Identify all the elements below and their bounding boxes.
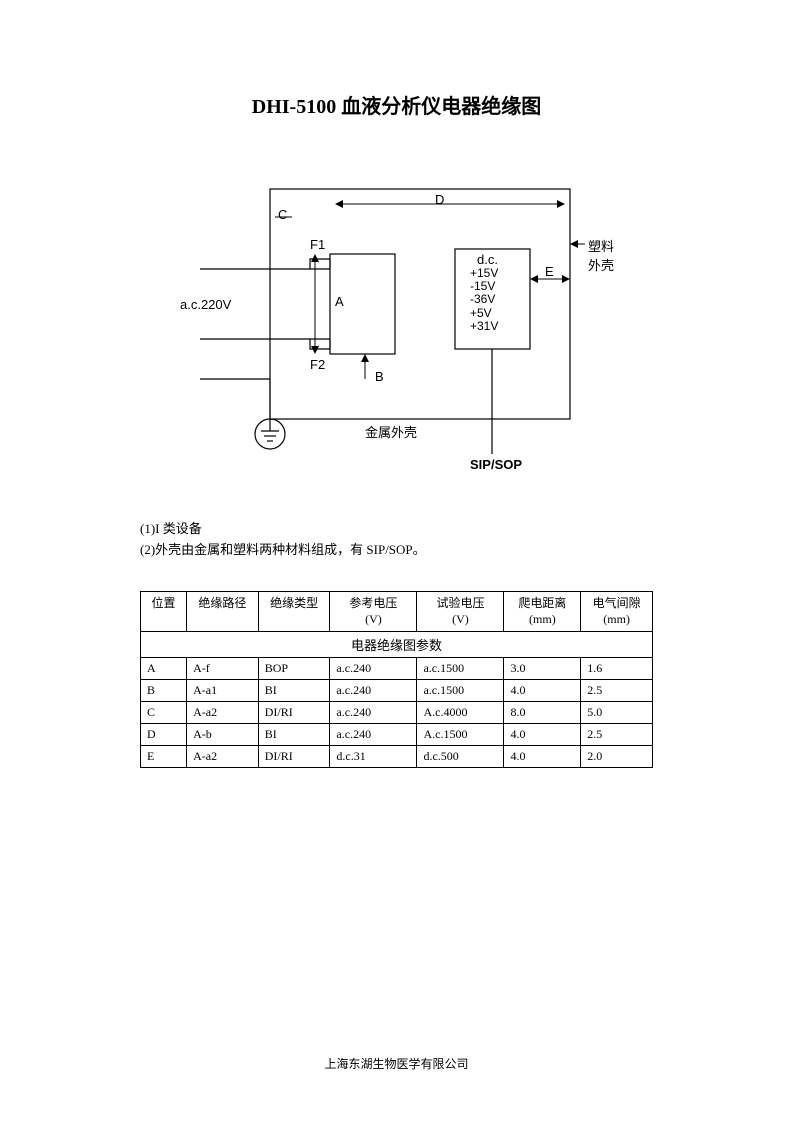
table-cell: 4.0 xyxy=(504,680,581,702)
table-cell: A-a1 xyxy=(187,680,259,702)
table-cell: E xyxy=(141,746,187,768)
footer: 上海东湖生物医学有限公司 xyxy=(0,1055,793,1072)
table-cell: a.c.240 xyxy=(330,724,417,746)
table-cell: D xyxy=(141,724,187,746)
table-cell: d.c.500 xyxy=(417,746,504,768)
table-cell: BI xyxy=(258,680,330,702)
table-header-row: 位置绝缘路径绝缘类型参考电压(V)试验电压(V)爬电距离(mm)电气间隙(mm) xyxy=(141,591,653,632)
table-cell: 1.6 xyxy=(581,658,653,680)
table-col-header: 绝缘路径 xyxy=(187,591,259,632)
table-cell: a.c.1500 xyxy=(417,658,504,680)
table-row: EA-a2DI/RId.c.31d.c.5004.02.0 xyxy=(141,746,653,768)
label-b: B xyxy=(375,369,384,384)
label-f2: F2 xyxy=(310,357,325,372)
table-cell: a.c.1500 xyxy=(417,680,504,702)
table-cell: C xyxy=(141,702,187,724)
table-row: CA-a2DI/RIa.c.240A.c.40008.05.0 xyxy=(141,702,653,724)
note-line: (2)外壳由金属和塑料两种材料组成，有 SIP/SOP。 xyxy=(140,540,713,561)
table-col-header: 参考电压(V) xyxy=(330,591,417,632)
table-cell: DI/RI xyxy=(258,702,330,724)
label-plastic-enclosure: 塑料外壳 xyxy=(588,236,620,274)
table-cell: BI xyxy=(258,724,330,746)
table-col-header: 位置 xyxy=(141,591,187,632)
table-col-header: 试验电压(V) xyxy=(417,591,504,632)
label-e: E xyxy=(545,264,554,279)
dc-voltages: +15V -15V -36V +5V +31V xyxy=(470,267,498,333)
label-metal-enclosure: 金属外壳 xyxy=(365,422,417,441)
dc-line: +31V xyxy=(470,320,498,333)
table-col-header: 爬电距离(mm) xyxy=(504,591,581,632)
page-title: DHI-5100 血液分析仪电器绝缘图 xyxy=(80,90,713,119)
label-dc-title: d.c. xyxy=(477,252,498,267)
dc-line: -36V xyxy=(470,293,498,306)
table-cell: 2.0 xyxy=(581,746,653,768)
insulation-diagram: C D F1 F2 A B E a.c.220V d.c. +15V -15V … xyxy=(180,179,620,489)
label-a: A xyxy=(335,294,344,309)
parameters-table: 电器绝缘图参数 位置绝缘路径绝缘类型参考电压(V)试验电压(V)爬电距离(mm)… xyxy=(140,591,653,769)
table-cell: a.c.240 xyxy=(330,680,417,702)
table-cell: A.c.1500 xyxy=(417,724,504,746)
table-cell: 2.5 xyxy=(581,680,653,702)
table-cell: DI/RI xyxy=(258,746,330,768)
table-cell: A-a2 xyxy=(187,702,259,724)
table-col-header: 电气间隙(mm) xyxy=(581,591,653,632)
table-cell: A-b xyxy=(187,724,259,746)
table-cell: d.c.31 xyxy=(330,746,417,768)
table-cell: 2.5 xyxy=(581,724,653,746)
table-row: BA-a1BIa.c.240a.c.15004.02.5 xyxy=(141,680,653,702)
note-line: (1)I 类设备 xyxy=(140,519,713,540)
table-row: AA-fBOPa.c.240a.c.15003.01.6 xyxy=(141,658,653,680)
label-sip-sop: SIP/SOP xyxy=(470,457,522,472)
table-cell: 8.0 xyxy=(504,702,581,724)
label-c: C xyxy=(278,207,287,222)
table-cell: 4.0 xyxy=(504,724,581,746)
table-cell: B xyxy=(141,680,187,702)
table-row: DA-bBIa.c.240A.c.15004.02.5 xyxy=(141,724,653,746)
table-cell: a.c.240 xyxy=(330,658,417,680)
table-cell: a.c.240 xyxy=(330,702,417,724)
table-col-header: 绝缘类型 xyxy=(258,591,330,632)
label-f1: F1 xyxy=(310,237,325,252)
table-caption: 电器绝缘图参数 xyxy=(141,632,653,658)
notes: (1)I 类设备 (2)外壳由金属和塑料两种材料组成，有 SIP/SOP。 xyxy=(140,519,713,561)
label-d: D xyxy=(435,192,444,207)
dc-line: +5V xyxy=(470,307,498,320)
table-cell: 4.0 xyxy=(504,746,581,768)
table-cell: 5.0 xyxy=(581,702,653,724)
table-cell: 3.0 xyxy=(504,658,581,680)
table-cell: BOP xyxy=(258,658,330,680)
label-ac-input: a.c.220V xyxy=(180,297,231,312)
table-cell: A.c.4000 xyxy=(417,702,504,724)
table-cell: A xyxy=(141,658,187,680)
table-cell: A-f xyxy=(187,658,259,680)
table-cell: A-a2 xyxy=(187,746,259,768)
